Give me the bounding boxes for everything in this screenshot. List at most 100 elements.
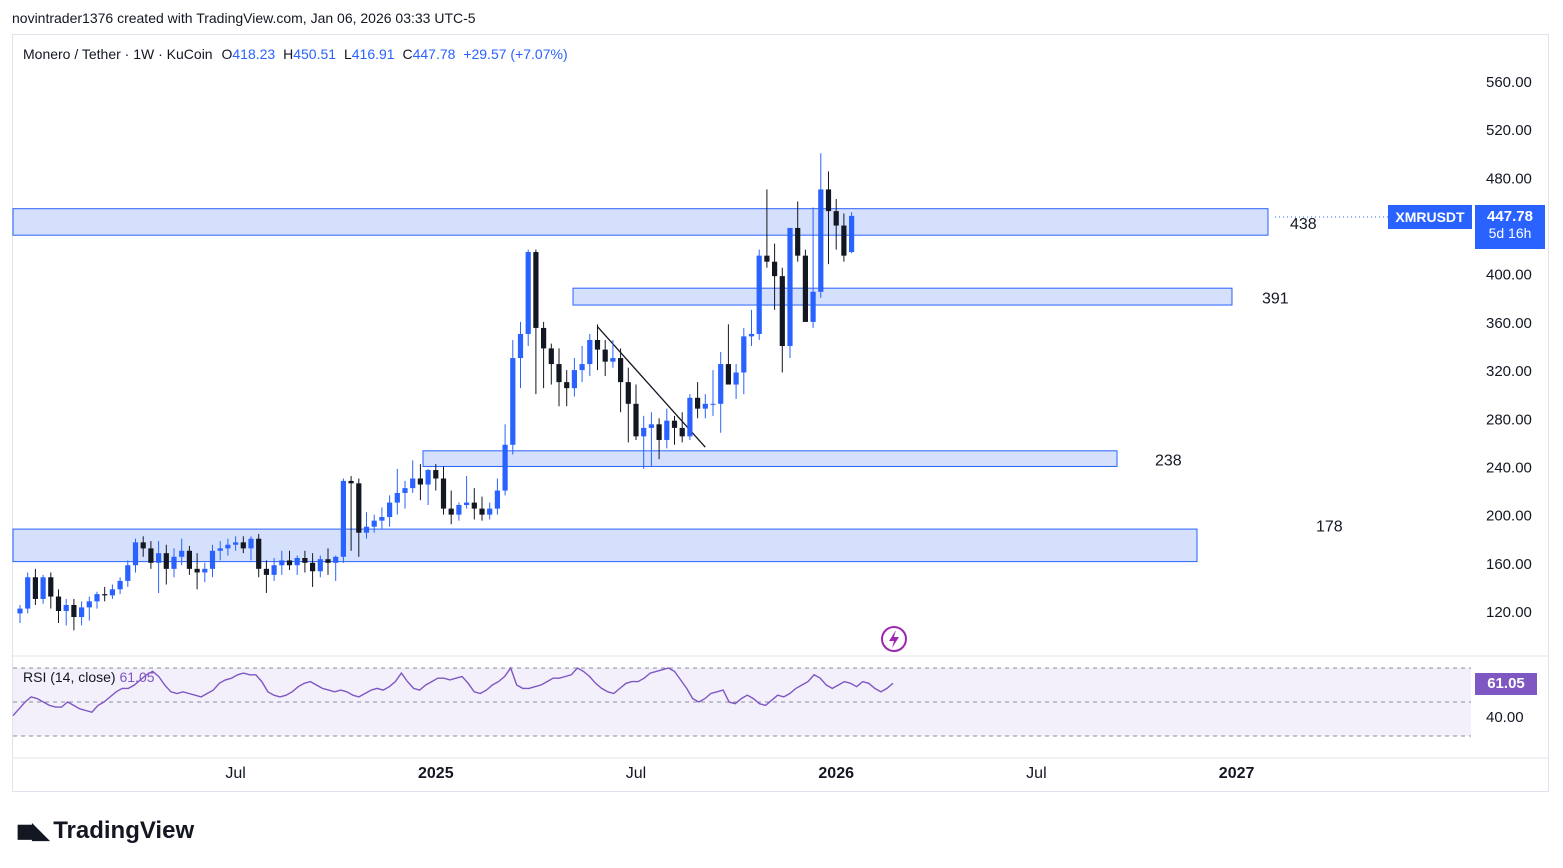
candle-body (248, 538, 254, 549)
candle-body (502, 444, 508, 491)
last-price-value: 447.78 (1487, 208, 1533, 225)
candle-body (556, 364, 562, 383)
candle-body (402, 488, 408, 493)
rsi-value-tag: 61.05 (1475, 673, 1537, 695)
candle-body (310, 562, 316, 572)
time-tick-label: Jul (626, 765, 646, 782)
candle-body (841, 225, 847, 256)
candle-body (125, 565, 131, 581)
rsi-title[interactable]: RSI (14, close) (23, 669, 116, 685)
candle-body (156, 553, 162, 563)
candle-body (764, 255, 770, 262)
candle-body (271, 565, 277, 575)
candle-body (718, 364, 724, 404)
candle-body (140, 542, 146, 549)
symbol-tag: XMRUSDT (1388, 205, 1472, 229)
candle-body (787, 227, 793, 346)
candle-body (772, 261, 778, 277)
candle-body (564, 382, 570, 389)
low-value: 416.91 (351, 46, 395, 62)
candle-body (825, 189, 832, 212)
change-value: +29.57 (+7.07%) (463, 46, 568, 62)
symbol-title[interactable]: Monero / Tether · 1W · KuCoin (23, 46, 213, 62)
candle-body (479, 508, 485, 515)
candle-body (625, 382, 631, 404)
candle-body (618, 358, 624, 383)
candle-body (79, 607, 85, 618)
candle-body (233, 542, 239, 545)
support-resistance-zones: 438 391 238 178 (12, 208, 1343, 563)
price-tick-label: 320.00 (1486, 363, 1532, 380)
candle-body (664, 420, 670, 440)
rsi-axis-label: 40.00 (1486, 709, 1524, 726)
zone-391[interactable] (572, 287, 1233, 306)
candle-body (541, 327, 547, 349)
candle-body (494, 490, 500, 509)
chart-frame (12, 34, 1549, 792)
candle-body (710, 403, 716, 405)
price-tick-label: 160.00 (1486, 556, 1532, 573)
candle-body (702, 403, 708, 409)
candle-body (748, 333, 755, 337)
zone-438[interactable] (12, 208, 1269, 236)
candle-body (456, 505, 462, 515)
price-tick-label: 560.00 (1486, 74, 1532, 91)
price-tick-label: 360.00 (1486, 315, 1532, 332)
time-tick-label: 2025 (418, 765, 454, 782)
close-label: C (402, 46, 413, 62)
low-label: L (343, 46, 352, 62)
zone-238[interactable] (422, 450, 1118, 467)
zone-label-238: 238 (1155, 453, 1182, 470)
candle-body (171, 556, 177, 569)
candle-body (548, 348, 554, 365)
candle-body (594, 339, 601, 350)
price-tick-label: 120.00 (1486, 604, 1532, 621)
candle-body (340, 480, 346, 557)
price-tick-label: 280.00 (1486, 411, 1532, 428)
candle-body (325, 559, 331, 563)
zone-label-391: 391 (1262, 291, 1289, 308)
time-tick-label: 2026 (818, 765, 854, 782)
price-axis: 560.00520.00480.00440.00400.00360.00320.… (1486, 74, 1532, 621)
candle-series (17, 153, 855, 631)
candle-body (363, 526, 370, 533)
time-tick-label: Jul (1026, 765, 1046, 782)
candle-body (94, 594, 100, 602)
candle-body (302, 558, 308, 563)
rsi-pane (12, 655, 1548, 737)
candle-body (71, 604, 77, 618)
high-label: H (283, 46, 294, 62)
candle-body (425, 470, 431, 485)
candle-body (179, 550, 185, 557)
candle-body (117, 580, 123, 590)
candle-body (571, 370, 577, 389)
candle-body (656, 424, 662, 440)
price-tick-label: 200.00 (1486, 508, 1532, 525)
candle-body (202, 568, 208, 573)
time-tick-label: Jul (225, 765, 245, 782)
candle-body (756, 255, 762, 334)
high-value: 450.51 (293, 46, 337, 62)
tradingview-logo[interactable]: ◼◣ TradingView (16, 817, 194, 845)
candle-body (55, 596, 62, 611)
candle-body (317, 559, 323, 572)
bar-countdown: 5d 16h (1488, 225, 1532, 241)
candle-body (348, 480, 354, 484)
candle-body (279, 560, 285, 566)
open-label: O (221, 46, 233, 62)
candle-body (102, 594, 108, 596)
candle-body (387, 502, 393, 518)
candle-body (510, 358, 516, 445)
zone-label-438: 438 (1290, 216, 1317, 233)
zone-label-178: 178 (1316, 518, 1343, 535)
candle-body (63, 604, 69, 611)
candle-body (795, 227, 801, 256)
candle-body (679, 427, 685, 437)
candle-body (132, 542, 139, 566)
last-price-tag: 447.78 5d 16h (1475, 205, 1545, 249)
candle-body (525, 252, 531, 334)
rsi-line (12, 666, 894, 717)
candle-body (587, 339, 593, 365)
candle-body (602, 349, 608, 362)
